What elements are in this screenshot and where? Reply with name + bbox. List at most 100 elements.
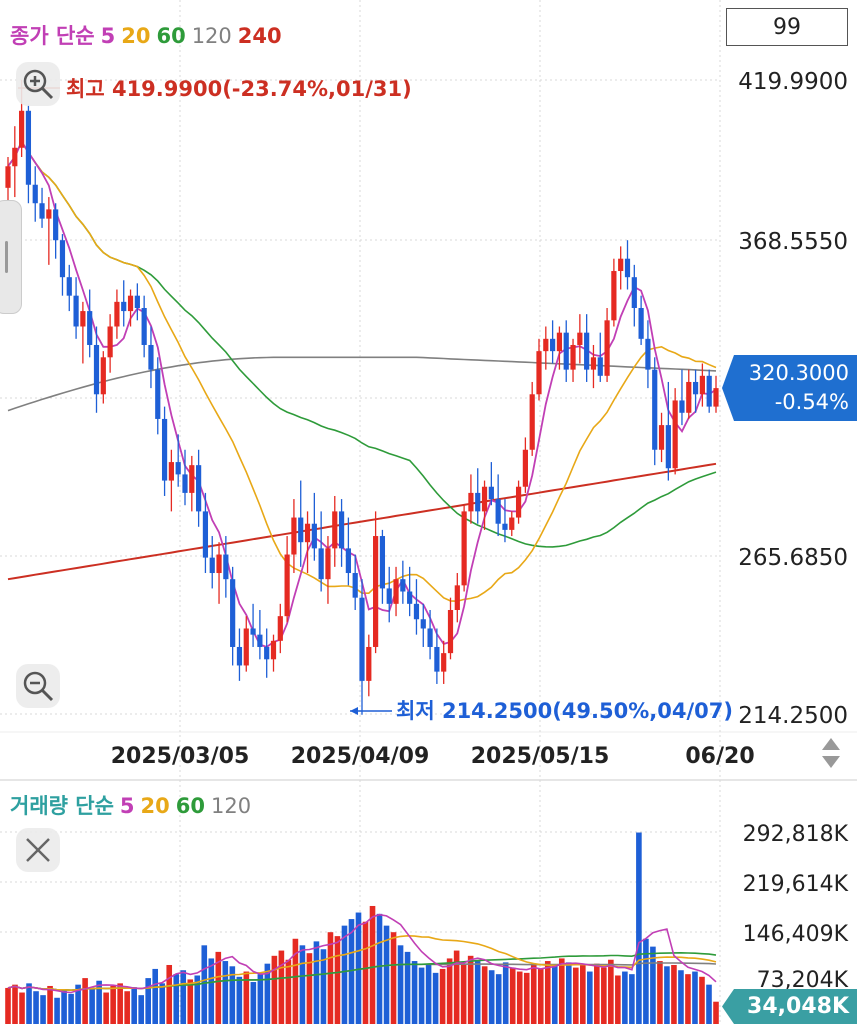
candle-body xyxy=(148,344,154,370)
volume-bar xyxy=(565,962,572,1024)
ma5-line xyxy=(7,139,717,649)
volume-bar xyxy=(82,978,88,1024)
close-volume-button[interactable] xyxy=(16,828,60,872)
candle-body xyxy=(488,486,494,500)
candle-body xyxy=(236,646,243,666)
volume-bar xyxy=(12,984,18,1024)
candle-body xyxy=(536,351,542,395)
count-box[interactable]: 99 xyxy=(726,8,848,46)
candle-body xyxy=(699,375,705,395)
volume-bar xyxy=(75,984,81,1024)
volume-bar xyxy=(145,978,151,1024)
candle-body xyxy=(386,588,392,604)
volume-bar xyxy=(194,975,201,1024)
candle-body xyxy=(107,326,113,358)
candle-body xyxy=(645,338,651,370)
volume-bar xyxy=(187,979,194,1024)
candle-body xyxy=(631,277,637,309)
volume-bar xyxy=(103,992,109,1024)
volume-bar xyxy=(306,953,313,1024)
volume-bar xyxy=(369,905,376,1024)
candle-body xyxy=(243,628,249,666)
candle-body xyxy=(196,465,202,512)
candle-body xyxy=(400,579,406,592)
volume-bar xyxy=(313,941,320,1024)
candle-body xyxy=(202,511,209,558)
volume-bar xyxy=(341,925,348,1024)
candle-body xyxy=(352,573,358,598)
candle-body xyxy=(468,492,474,512)
price-legend: 종가 단순 5 20 60 120 240 xyxy=(10,20,288,50)
close-icon xyxy=(26,838,50,862)
candle-body xyxy=(291,517,297,555)
current-volume-tag: 34,048K xyxy=(722,989,857,1024)
volume-tick-4: 73,204K xyxy=(757,968,849,993)
date-tick-2: 2025/04/09 xyxy=(291,744,430,769)
ma240-line xyxy=(7,462,717,581)
candle-body xyxy=(686,381,692,413)
volume-tick-1: 292,818K xyxy=(743,822,849,847)
candle-body xyxy=(230,579,236,647)
volume-bar xyxy=(96,980,102,1024)
candle-body xyxy=(209,557,215,574)
candle-body xyxy=(556,332,563,352)
volume-bar xyxy=(699,976,705,1024)
volume-bar xyxy=(516,971,523,1024)
volume-bar xyxy=(558,958,565,1024)
volume-bar xyxy=(523,972,530,1024)
candle-body xyxy=(413,603,420,620)
candle-body xyxy=(338,511,345,549)
candle-body xyxy=(345,548,351,574)
candle-body xyxy=(298,517,304,543)
volume-bar xyxy=(404,951,411,1024)
volume-bar xyxy=(222,961,229,1024)
volume-bar xyxy=(706,984,712,1024)
volume-bar xyxy=(89,988,95,1024)
volume-bar xyxy=(615,975,621,1024)
volume-bar xyxy=(650,946,656,1024)
volume-bar xyxy=(117,983,123,1024)
volume-bar xyxy=(629,974,635,1024)
volume-moving-averages xyxy=(7,913,717,994)
candle-body xyxy=(175,462,181,475)
candle-body xyxy=(32,184,38,204)
candle-body xyxy=(672,400,678,469)
volume-bar xyxy=(208,958,215,1024)
ma60-line xyxy=(7,139,717,548)
candle-body xyxy=(114,301,120,327)
candle-body xyxy=(373,536,379,647)
candle-body xyxy=(53,209,59,241)
candle-body xyxy=(543,338,549,352)
volume-bar xyxy=(264,963,271,1024)
candle-body xyxy=(250,628,256,635)
candle-body xyxy=(550,338,556,352)
volume-bar xyxy=(397,945,404,1024)
candle-body xyxy=(189,465,195,493)
volume-bar xyxy=(243,971,250,1024)
volume-bar xyxy=(488,970,495,1024)
horizontal-grid xyxy=(0,79,720,933)
volume-bar xyxy=(467,955,474,1024)
candle-body xyxy=(502,523,508,530)
zoom-out-button[interactable] xyxy=(16,664,60,708)
candle-body xyxy=(39,203,45,219)
volume-bar xyxy=(166,964,173,1024)
candle-body xyxy=(509,517,515,530)
volume-bar xyxy=(320,949,327,1024)
volume-legend-label: 거래량 단순 xyxy=(10,794,114,818)
candle-body xyxy=(161,418,168,481)
zoom-in-button[interactable] xyxy=(16,62,60,106)
volume-bar xyxy=(292,938,299,1024)
candle-body xyxy=(441,653,447,672)
volume-bar xyxy=(54,997,60,1024)
volume-bar xyxy=(580,964,586,1024)
volume-bar xyxy=(61,989,67,1024)
volume-bar xyxy=(124,991,130,1024)
candle-body xyxy=(618,258,624,272)
candle-body xyxy=(447,609,454,654)
candle-body xyxy=(12,147,18,167)
side-drawer-handle[interactable] xyxy=(0,200,22,314)
sort-arrows-icon[interactable] xyxy=(822,738,840,768)
candle-body xyxy=(257,634,263,647)
